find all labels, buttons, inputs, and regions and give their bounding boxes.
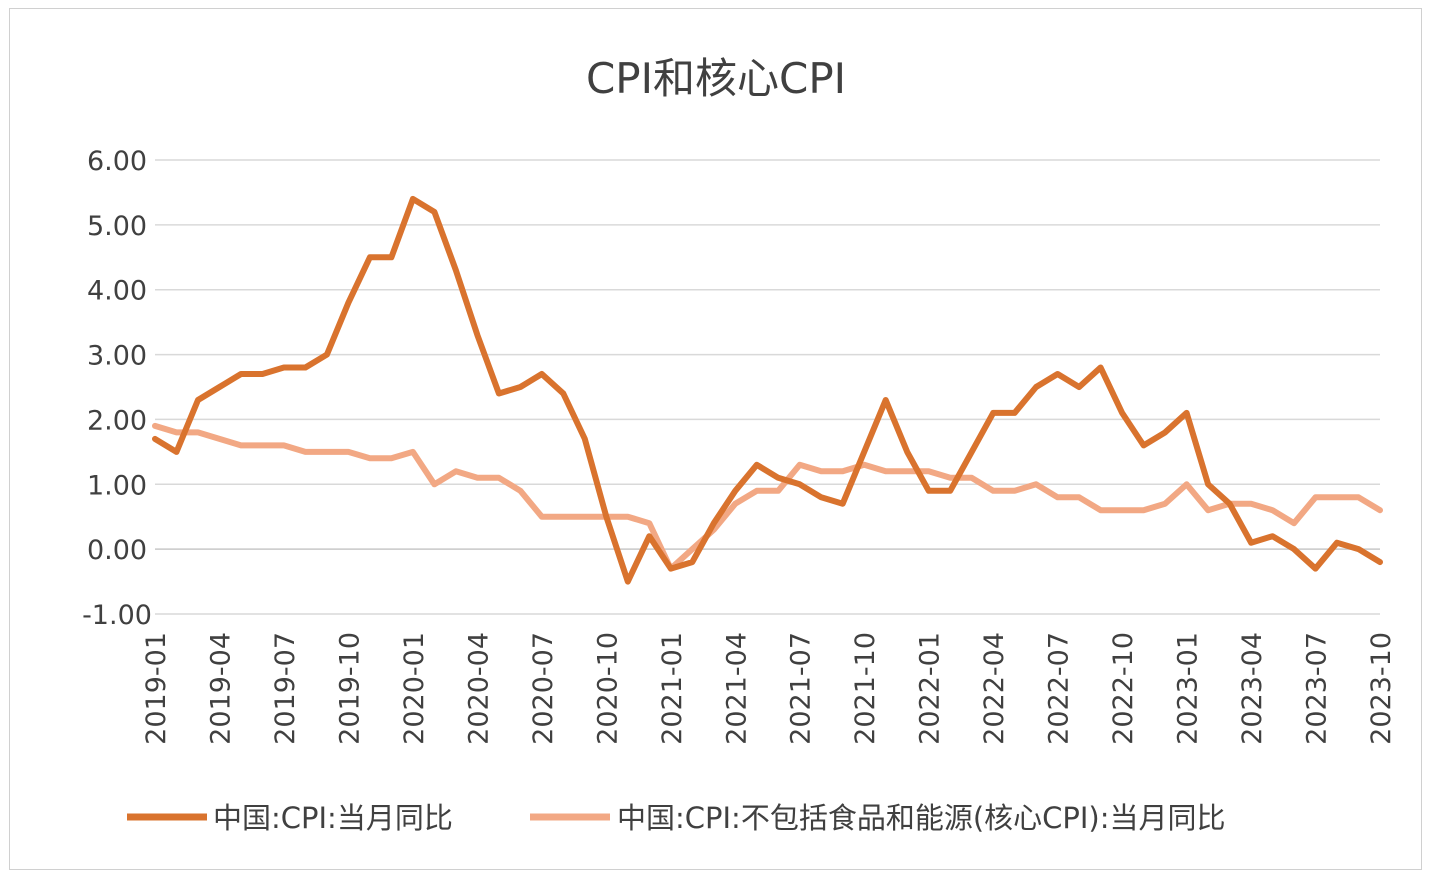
x-tick-label: 2020-07 — [528, 632, 559, 745]
x-tick-label: 2021-10 — [850, 632, 881, 745]
x-tick-label: 2022-07 — [1044, 632, 1075, 745]
y-tick-label: 4.00 — [87, 276, 147, 307]
x-tick-label: 2023-07 — [1302, 632, 1333, 745]
series-lines — [152, 195, 1383, 585]
chart-frame — [9, 8, 1422, 870]
y-tick-label: -1.00 — [82, 600, 152, 631]
series-line-core-cpi — [152, 422, 1383, 572]
legend-label-core-cpi: 中国:CPI:不包括食品和能源(核心CPI):当月同比 — [617, 801, 1226, 835]
x-tick-label: 2019-10 — [334, 632, 365, 745]
x-tick-label: 2021-01 — [657, 632, 688, 745]
x-tick-label: 2022-10 — [1108, 632, 1139, 745]
gridlines — [155, 159, 1380, 615]
x-tick-label: 2019-07 — [270, 632, 301, 745]
x-tick-label: 2019-04 — [205, 632, 236, 745]
y-tick-label: 1.00 — [87, 470, 147, 501]
chart-title: CPI和核心CPI — [586, 54, 846, 103]
y-tick-label: 2.00 — [87, 405, 147, 436]
x-tick-label: 2021-04 — [721, 632, 752, 745]
x-tick-label: 2023-01 — [1173, 632, 1204, 745]
x-tick-label: 2020-04 — [463, 632, 494, 745]
legend: 中国:CPI:当月同比 中国:CPI:不包括食品和能源(核心CPI):当月同比 — [127, 801, 1226, 835]
x-axis-tick-labels: 2019-01 2019-04 2019-07 2019-10 2020-01 2020-… — [141, 632, 1397, 745]
x-tick-label: 2020-10 — [592, 632, 623, 745]
x-tick-label: 2021-07 — [786, 632, 817, 745]
legend-label-cpi: 中国:CPI:当月同比 — [213, 801, 453, 835]
y-tick-label: 3.00 — [87, 341, 147, 372]
x-tick-label: 2020-01 — [399, 632, 430, 745]
x-tick-label: 2019-01 — [141, 632, 172, 745]
y-tick-label: 6.00 — [87, 146, 147, 177]
x-tick-label: 2022-01 — [915, 632, 946, 745]
x-tick-label: 2022-04 — [979, 632, 1010, 745]
x-tick-label: 2023-10 — [1366, 632, 1397, 745]
y-tick-label: 5.00 — [87, 211, 147, 242]
series-line-cpi — [152, 195, 1383, 585]
x-tick-label: 2023-04 — [1237, 632, 1268, 745]
y-tick-label: 0.00 — [87, 535, 147, 566]
y-axis-tick-labels: 6.00 5.00 4.00 3.00 2.00 1.00 0.00 -1.00 — [82, 146, 152, 631]
